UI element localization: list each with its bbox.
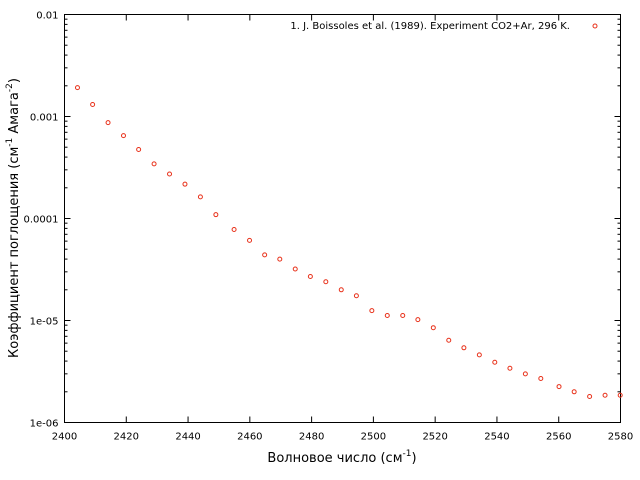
data-point bbox=[277, 256, 283, 262]
x-tick-label: 2400 bbox=[52, 432, 77, 443]
data-point bbox=[120, 133, 126, 139]
data-point bbox=[602, 392, 608, 398]
data-point bbox=[507, 365, 513, 371]
x-tick-label: 2520 bbox=[422, 432, 447, 443]
legend-label: 1. J. Boissoles et al. (1989). Experimen… bbox=[290, 21, 570, 32]
data-point bbox=[430, 325, 436, 331]
data-point bbox=[415, 317, 421, 323]
x-tick-label: 2440 bbox=[175, 432, 200, 443]
x-axis-title: Волновое число (см-1) bbox=[267, 449, 416, 466]
data-point bbox=[338, 287, 344, 293]
y-tick-label: 0.01 bbox=[36, 11, 58, 22]
data-point bbox=[617, 392, 623, 398]
data-point bbox=[182, 181, 188, 187]
data-point bbox=[292, 266, 298, 272]
x-tick-label: 2460 bbox=[237, 432, 262, 443]
data-point bbox=[556, 384, 562, 390]
x-tick-label: 2560 bbox=[546, 432, 571, 443]
data-point bbox=[353, 293, 359, 299]
y-axis: 1e-06 1e-05 0.0001 0.001 0.01 bbox=[24, 11, 621, 430]
plot-frame bbox=[64, 14, 621, 423]
legend-marker bbox=[592, 23, 598, 29]
y-tick-label: 0.0001 bbox=[24, 215, 59, 226]
data-point bbox=[538, 376, 544, 382]
data-point bbox=[384, 312, 390, 318]
x-tick-label: 2580 bbox=[608, 432, 633, 443]
y-tick-label: 1e-06 bbox=[30, 419, 59, 430]
data-point bbox=[571, 389, 577, 395]
data-point bbox=[446, 337, 452, 343]
data-point bbox=[151, 161, 157, 167]
x-tick-label: 2480 bbox=[299, 432, 324, 443]
x-axis: 2400 2420 2440 2460 2480 2500 2520 2540 2560 2580 bbox=[52, 14, 633, 443]
data-point bbox=[90, 102, 96, 108]
data-point bbox=[74, 85, 80, 91]
data-point bbox=[213, 212, 219, 218]
data-point bbox=[587, 393, 593, 399]
data-point bbox=[522, 371, 528, 377]
x-tick-label: 2500 bbox=[361, 432, 386, 443]
data-point bbox=[307, 274, 313, 280]
y-axis-title: Коэффициент поглощения (см-1 Амага-2) bbox=[5, 78, 22, 358]
data-point bbox=[231, 227, 237, 233]
legend: 1. J. Boissoles et al. (1989). Experimen… bbox=[290, 21, 598, 32]
data-point bbox=[247, 237, 253, 243]
data-point bbox=[323, 279, 329, 285]
data-point bbox=[262, 252, 268, 258]
data-point bbox=[492, 359, 498, 365]
data-series bbox=[74, 85, 623, 399]
data-point bbox=[136, 146, 142, 152]
data-point bbox=[197, 194, 203, 200]
data-point bbox=[369, 308, 375, 314]
data-point bbox=[105, 120, 111, 126]
x-tick-label: 2540 bbox=[484, 432, 509, 443]
data-point bbox=[461, 345, 467, 351]
data-point bbox=[167, 171, 173, 177]
data-point bbox=[400, 312, 406, 318]
y-tick-label: 0.001 bbox=[30, 113, 59, 124]
y-tick-label: 1e-05 bbox=[30, 317, 59, 328]
data-point bbox=[476, 352, 482, 358]
x-tick-label: 2420 bbox=[114, 432, 139, 443]
